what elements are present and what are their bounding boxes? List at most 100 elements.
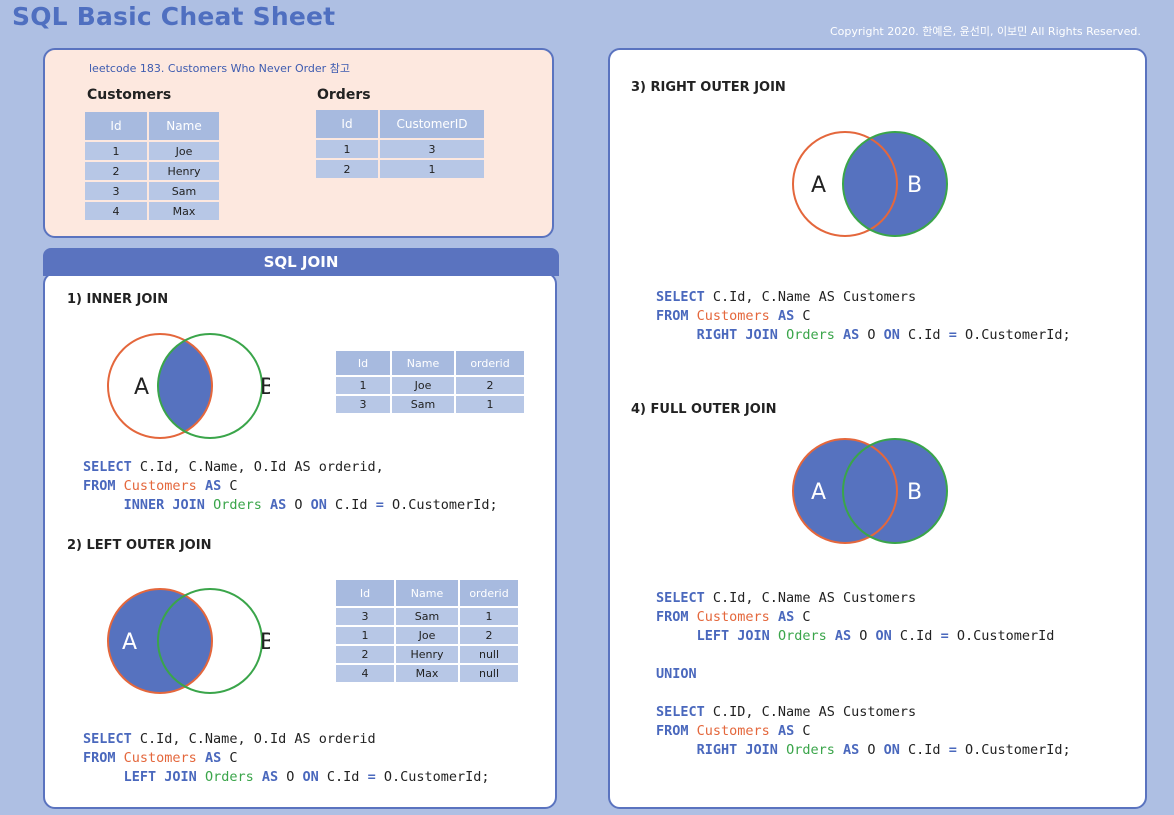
orders-table-title: Orders bbox=[317, 87, 371, 103]
code-token bbox=[197, 769, 205, 785]
table-row: 3 Sam 1 bbox=[336, 396, 524, 413]
table-cell: null bbox=[460, 646, 518, 663]
code-token: C.Id bbox=[891, 628, 941, 644]
left-join-result-table: Id Name orderid 3 Sam 1 1 Joe 2 2 Henry null 4 Max nul… bbox=[334, 578, 520, 684]
code-token: AS bbox=[204, 750, 222, 766]
copyright-text: Copyright 2020. 한예은, 윤선미, 이보민 All Rights… bbox=[830, 25, 1141, 38]
table-cell: 2 bbox=[460, 627, 518, 644]
left-join-venn: A B bbox=[107, 588, 270, 694]
orders-table: Id CustomerID 1 3 2 1 bbox=[314, 108, 486, 180]
code-token bbox=[116, 750, 124, 766]
code-token: Orders bbox=[786, 327, 835, 343]
table-cell: null bbox=[460, 665, 518, 682]
code-token bbox=[656, 628, 697, 644]
table-header-cell: Name bbox=[396, 580, 458, 606]
circle-b bbox=[157, 333, 263, 439]
code-token: AS bbox=[777, 723, 795, 739]
code-token bbox=[770, 308, 778, 324]
label-a: A bbox=[811, 173, 826, 198]
right-join-venn: A B bbox=[792, 131, 948, 237]
label-b: B bbox=[907, 480, 922, 505]
code-line: RIGHT JOIN Orders AS O ON C.Id = O.Custo… bbox=[656, 741, 1071, 760]
code-token: AS bbox=[834, 628, 852, 644]
code-token: SELECT bbox=[83, 731, 132, 747]
table-cell: 3 bbox=[85, 182, 147, 200]
table-cell: Joe bbox=[149, 142, 219, 160]
table-header-cell: Id bbox=[316, 110, 378, 138]
code-token: O.CustomerId; bbox=[375, 769, 490, 785]
table-row: 2 Henry bbox=[85, 162, 219, 180]
left-join-title: 2) LEFT OUTER JOIN bbox=[67, 538, 212, 553]
table-header-row: Id Name bbox=[85, 112, 219, 140]
code-token: AS bbox=[842, 327, 860, 343]
code-line: SELECT C.ID, C.Name AS Customers bbox=[656, 703, 1071, 722]
code-token: Customers bbox=[123, 750, 197, 766]
table-header-cell: Name bbox=[149, 112, 219, 140]
code-token: SELECT bbox=[656, 704, 705, 720]
code-token: C.Id bbox=[899, 742, 949, 758]
right-join-code: SELECT C.Id, C.Name AS Customers FROM Cus… bbox=[656, 288, 1071, 345]
code-token: = bbox=[940, 628, 949, 644]
code-token: AS bbox=[269, 497, 287, 513]
code-token bbox=[770, 609, 778, 625]
code-token bbox=[197, 478, 205, 494]
code-line: FROM Customers AS C bbox=[656, 608, 1071, 627]
table-cell: 2 bbox=[336, 646, 394, 663]
circle-a bbox=[107, 588, 213, 694]
code-token bbox=[689, 609, 697, 625]
code-token: AS bbox=[204, 478, 222, 494]
table-row: 1 Joe bbox=[85, 142, 219, 160]
table-cell: 3 bbox=[380, 140, 484, 158]
circle-a bbox=[792, 438, 898, 544]
table-header-cell: CustomerID bbox=[380, 110, 484, 138]
table-cell: Max bbox=[149, 202, 219, 220]
label-a: A bbox=[122, 630, 137, 655]
code-token: O.CustomerId bbox=[948, 628, 1055, 644]
code-token: SELECT bbox=[656, 289, 705, 305]
table-cell: Joe bbox=[396, 627, 458, 644]
code-line bbox=[656, 684, 1071, 703]
code-token: Customers bbox=[696, 609, 770, 625]
code-token: O bbox=[859, 327, 884, 343]
code-token bbox=[835, 327, 843, 343]
code-token: C.Id, C.Name, O.Id AS orderid bbox=[131, 731, 376, 747]
code-token: FROM bbox=[83, 478, 116, 494]
code-token bbox=[770, 628, 778, 644]
page-title: SQL Basic Cheat Sheet bbox=[12, 2, 336, 31]
code-token: C bbox=[794, 609, 811, 625]
code-token: = bbox=[367, 769, 376, 785]
code-token: C bbox=[221, 750, 238, 766]
table-cell: Henry bbox=[396, 646, 458, 663]
table-cell: 1 bbox=[85, 142, 147, 160]
code-token: O bbox=[278, 769, 303, 785]
code-token: SELECT bbox=[83, 459, 132, 475]
table-cell: 3 bbox=[336, 608, 394, 625]
table-cell: 2 bbox=[85, 162, 147, 180]
code-token: = bbox=[948, 742, 957, 758]
table-cell: 1 bbox=[316, 140, 378, 158]
code-token: C.Id, C.Name, O.Id AS orderid, bbox=[131, 459, 384, 475]
code-token: Orders bbox=[786, 742, 835, 758]
label-b: B bbox=[260, 375, 270, 400]
code-token bbox=[827, 628, 835, 644]
code-token bbox=[656, 327, 697, 343]
code-token bbox=[689, 723, 697, 739]
code-token bbox=[778, 327, 786, 343]
code-line: INNER JOIN Orders AS O ON C.Id = O.Custo… bbox=[83, 496, 498, 515]
table-cell: Sam bbox=[396, 608, 458, 625]
full-join-title: 4) FULL OUTER JOIN bbox=[631, 402, 777, 417]
code-token: O bbox=[851, 628, 876, 644]
table-cell: Sam bbox=[149, 182, 219, 200]
full-join-code: SELECT C.Id, C.Name AS Customers FROM Cus… bbox=[656, 589, 1071, 760]
code-token bbox=[205, 497, 213, 513]
code-token: O.CustomerId; bbox=[956, 327, 1071, 343]
code-line: FROM Customers AS C bbox=[656, 307, 1071, 326]
code-line: UNION bbox=[656, 665, 1071, 684]
code-line: RIGHT JOIN Orders AS O ON C.Id = O.Custo… bbox=[656, 326, 1071, 345]
code-token: ON bbox=[875, 628, 892, 644]
code-token: FROM bbox=[83, 750, 116, 766]
table-cell: Joe bbox=[392, 377, 454, 394]
label-a: A bbox=[134, 375, 149, 400]
